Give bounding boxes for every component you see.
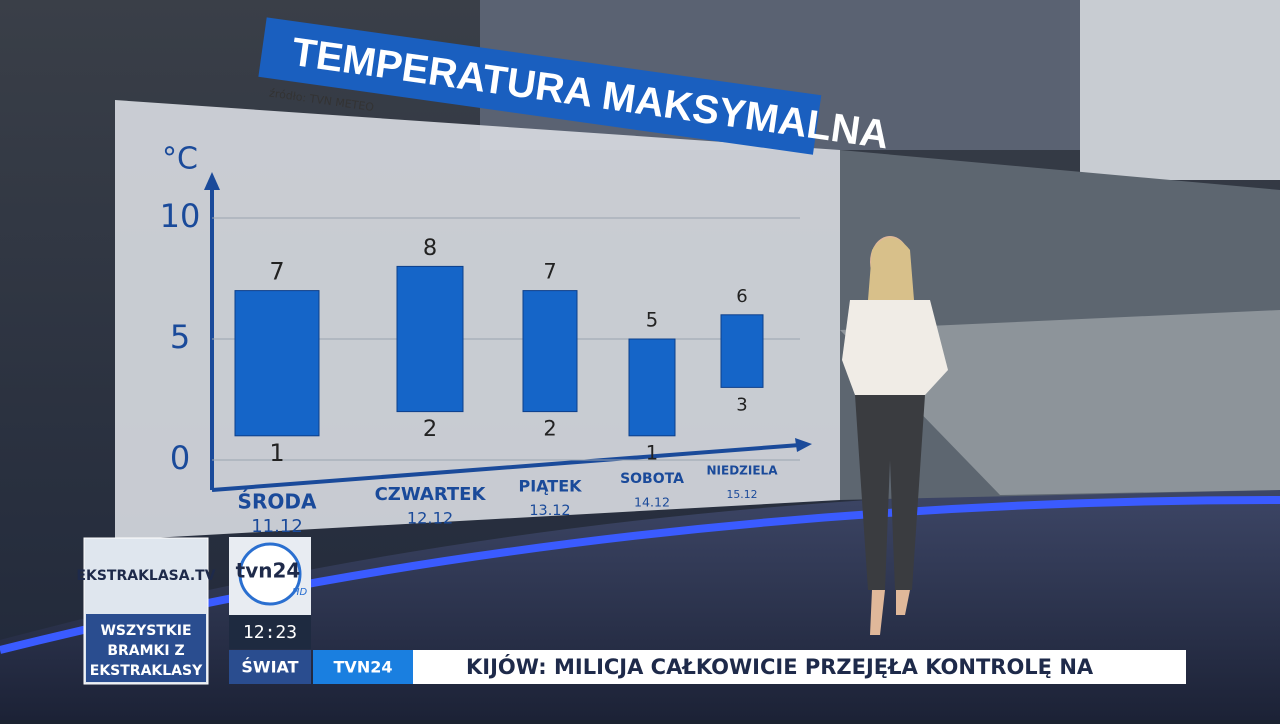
x-tick-label: CZWARTEK [375, 484, 487, 505]
section: ŚWIAT [241, 658, 298, 677]
x-tick-label: SOBOTA [620, 471, 684, 487]
logo-circle [238, 542, 302, 606]
y-tick-label: 5 [170, 318, 190, 356]
y-unit: °C [162, 142, 198, 177]
bar [234, 290, 320, 437]
trousers [855, 395, 925, 590]
bar [720, 314, 764, 388]
y-arrow [204, 172, 220, 190]
clock: 12:23 [243, 622, 297, 643]
window [1080, 0, 1280, 180]
x-axis [211, 443, 801, 492]
bar [396, 265, 464, 413]
x-tick-label: NIEDZIELA [707, 464, 779, 478]
ticker-bg [413, 650, 1186, 684]
low-label: 1 [646, 441, 658, 464]
overlay: EKSTRAKLASA.TV WSZYSTKIE BRAMKI Z EKSTRA… [76, 537, 1186, 685]
hair [868, 237, 914, 300]
clock-bg [229, 615, 311, 649]
high-label: 6 [736, 286, 747, 307]
legs [870, 590, 910, 635]
sweater [842, 300, 948, 395]
low-label: 2 [543, 417, 556, 441]
low-label: 2 [423, 416, 437, 442]
logo: tvn24 [236, 559, 301, 583]
low-label: 1 [269, 439, 284, 467]
promo-text: EKSTRAKLASY [90, 663, 203, 679]
channel-bg [313, 650, 413, 684]
high-label: 7 [269, 258, 284, 286]
x-date-label: 12.12 [407, 509, 453, 528]
x-date-label: 11.12 [251, 516, 303, 537]
high-label: 5 [646, 309, 658, 332]
high-label: 7 [543, 260, 556, 284]
x-date-label: 15.12 [727, 488, 758, 501]
low-label: 3 [736, 394, 747, 415]
promo-text-bg [86, 614, 206, 682]
bar [628, 338, 676, 437]
pier [840, 310, 1280, 495]
title-bg [258, 17, 822, 155]
ticker: KIJÓW: MILICJA CAŁKOWICIE PRZEJĘŁA KONTR… [466, 654, 1094, 679]
promo-text: BRAMKI Z [107, 643, 184, 659]
x-tick-label: PIĄTEK [518, 477, 582, 496]
x-date-label: 14.12 [634, 495, 670, 510]
x-tick-label: ŚRODA [238, 490, 317, 514]
presenter [842, 236, 948, 635]
promo-site: EKSTRAKLASA.TV [76, 568, 215, 584]
channel: TVN24 [334, 658, 393, 677]
x-arrow [795, 438, 812, 452]
bar [522, 290, 578, 413]
y-tick-label: 0 [170, 439, 190, 477]
promo-text: WSZYSTKIE [100, 623, 191, 639]
section-bg [229, 650, 311, 684]
high-label: 8 [423, 235, 437, 261]
logo-hd: HD [292, 587, 308, 598]
x-date-label: 13.12 [529, 503, 570, 519]
y-tick-label: 10 [160, 197, 201, 235]
